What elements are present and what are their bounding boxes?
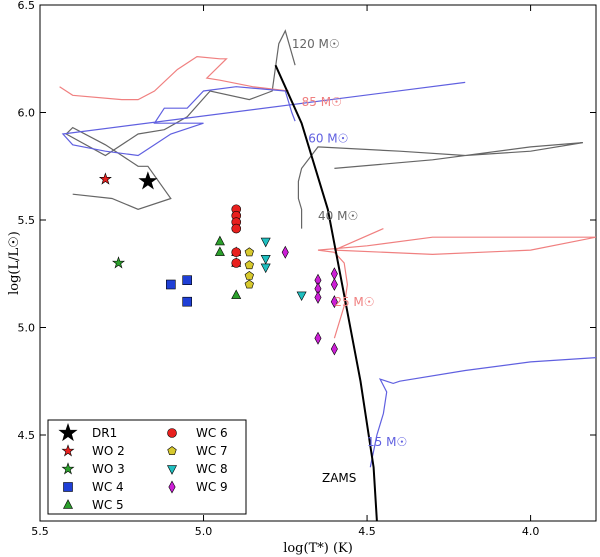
point-wc-9 <box>330 342 338 356</box>
track-25-m <box>317 228 596 339</box>
track-40-m <box>297 142 583 229</box>
legend-marker-wo-3 <box>61 462 75 475</box>
point-wc-6 <box>231 223 242 234</box>
y-tick-label: 6.5 <box>18 0 36 12</box>
track-label-60-m: 60 M☉ <box>308 132 348 146</box>
legend-label-wc-9: WC 9 <box>196 480 228 494</box>
track-label-120-m: 120 M☉ <box>292 37 340 51</box>
point-wc-9 <box>314 331 322 345</box>
point-wc-6 <box>231 258 242 268</box>
point-wc-8 <box>260 237 271 248</box>
point-wc-4 <box>182 296 192 307</box>
point-wc-9 <box>330 277 338 291</box>
x-tick-label: 4.0 <box>522 525 540 538</box>
legend-marker-wc-8 <box>167 465 177 475</box>
y-tick-label: 5.5 <box>18 214 36 227</box>
legend-box <box>47 419 247 515</box>
x-axis-label: log(T*) (K) <box>283 541 353 556</box>
legend-label-wc-5: WC 5 <box>92 498 124 512</box>
legend-marker-wc-9 <box>168 480 176 494</box>
zams-label: ZAMS <box>322 471 356 485</box>
track-60-m <box>61 81 466 157</box>
legend-marker-wo-2 <box>61 444 75 457</box>
point-wc-7 <box>244 260 254 270</box>
point-wc-8 <box>296 291 307 302</box>
legend-marker-wc-7 <box>167 446 177 455</box>
point-wc-7 <box>244 279 254 289</box>
legend-marker-wc-6 <box>167 428 177 438</box>
track-label-40-m: 40 M☉ <box>318 209 358 223</box>
legend-marker-wc-4 <box>63 482 73 492</box>
point-wo-3 <box>112 256 125 269</box>
y-tick-label: 4.5 <box>18 429 36 442</box>
track-85-m <box>59 55 289 101</box>
point-wc-9 <box>330 295 338 309</box>
y-tick-label: 5.0 <box>18 322 36 335</box>
point-dr1 <box>138 171 158 190</box>
x-tick-label: 5.5 <box>31 525 49 538</box>
point-wc-8 <box>260 263 271 274</box>
point-wc-6 <box>231 247 242 258</box>
track-15-m <box>369 357 596 468</box>
x-tick-label: 5.0 <box>195 525 213 538</box>
point-wc-5 <box>214 235 225 246</box>
x-tick-label: 4.5 <box>358 525 376 538</box>
legend-label-wc-8: WC 8 <box>196 462 228 476</box>
legend-label-wo-2: WO 2 <box>92 444 125 458</box>
zams-line <box>274 64 378 521</box>
legend-label-wc-4: WC 4 <box>92 480 124 494</box>
track-120-m <box>65 29 296 210</box>
point-wc-7 <box>244 247 254 257</box>
legend: DR1 WO 2 WO 3 WC 4 WC 5 WC 6 WC 7 WC 8 WC 9 <box>47 419 247 515</box>
legend-label-wc-7: WC 7 <box>196 444 228 458</box>
point-wc-5 <box>231 289 242 299</box>
legend-label-wc-6: WC 6 <box>196 426 228 440</box>
legend-label-wo-3: WO 3 <box>92 462 125 476</box>
legend-label-dr1: DR1 <box>92 426 117 440</box>
point-wc-4 <box>166 279 176 290</box>
y-tick-label: 6.0 <box>18 107 36 120</box>
point-wc-8 <box>260 255 271 265</box>
y-axis-label: log(L/L☉) <box>7 231 22 295</box>
point-wc-5 <box>214 246 225 256</box>
point-wc-9 <box>281 245 289 259</box>
point-wc-4 <box>182 275 192 286</box>
point-wc-7 <box>244 271 254 280</box>
point-wc-9 <box>314 290 322 304</box>
track-label-15-m: 15 M☉ <box>367 435 407 449</box>
point-wo-2 <box>98 172 112 185</box>
track-label-85-m: 85 M☉ <box>302 95 342 109</box>
legend-marker-dr1 <box>58 422 78 442</box>
track-label-25-m: 25 M☉ <box>334 295 374 309</box>
legend-marker-wc-5 <box>63 499 73 509</box>
